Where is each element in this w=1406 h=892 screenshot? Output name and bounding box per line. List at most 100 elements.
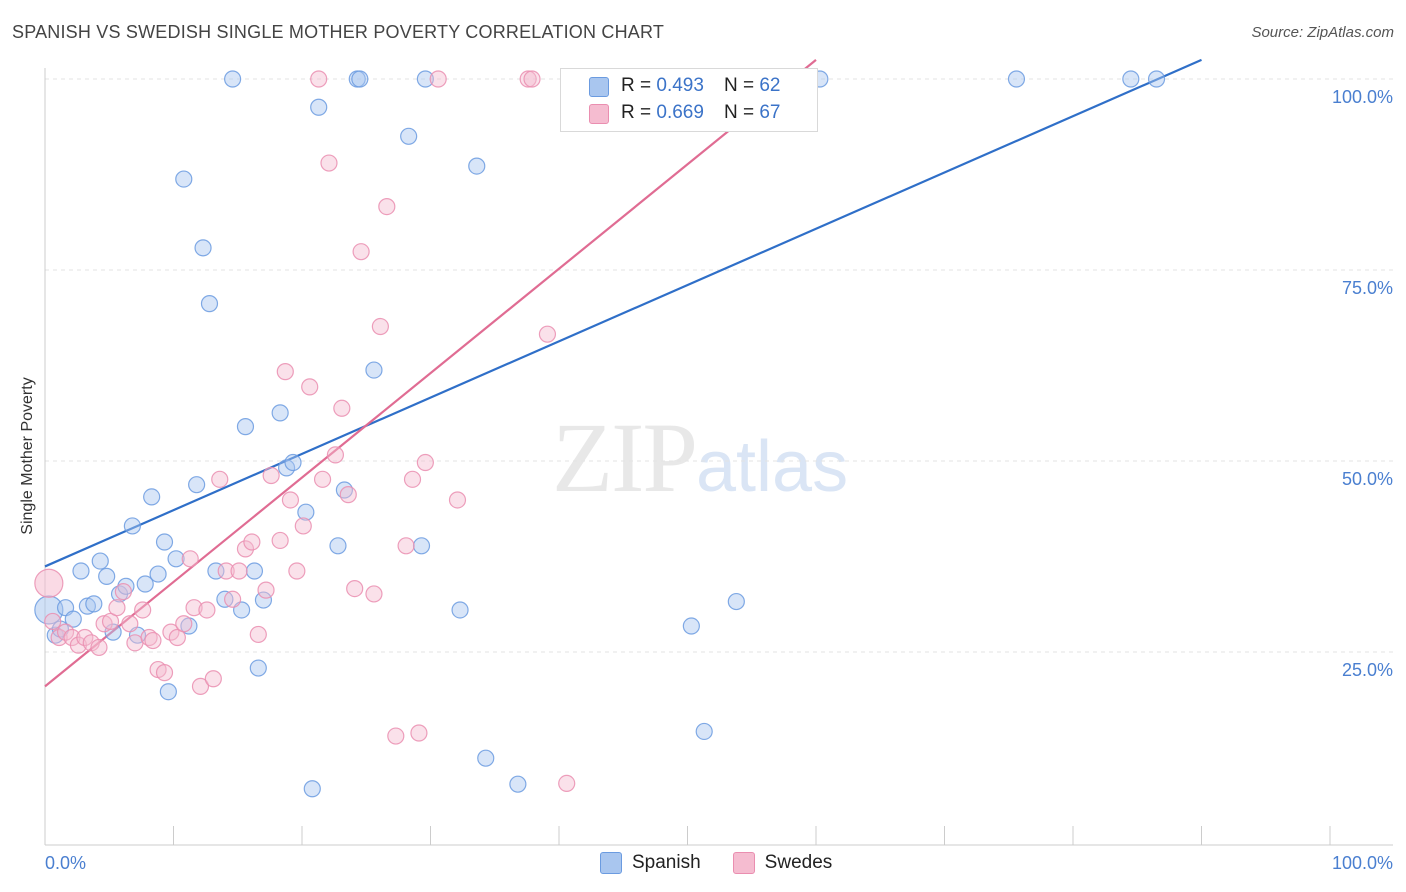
spanish-point (682, 617, 700, 635)
spanish-point (254, 591, 273, 609)
swedes-legend-label: Swedes (764, 852, 833, 873)
spanish-point (477, 749, 495, 767)
swedes-point (271, 531, 289, 550)
swedes-point (397, 537, 415, 555)
spanish-point (695, 722, 713, 741)
swedes-point (168, 628, 186, 647)
swedes-point (185, 599, 203, 617)
axes (44, 68, 1393, 846)
swedes-point (249, 625, 267, 644)
trend-lines (44, 58, 1202, 688)
swedes-point (403, 470, 422, 488)
spanish-point (400, 127, 418, 145)
y-tick-label: 100.0% (1332, 87, 1393, 107)
spanish-point (159, 683, 177, 701)
swedes-point (448, 491, 467, 509)
x-tick-label: 100.0% (1332, 853, 1393, 873)
swedes-r-value: 0.669 (656, 102, 704, 123)
spanish-point (297, 503, 315, 521)
spanish-point (98, 567, 116, 585)
watermark: ZIPatlas (552, 400, 848, 515)
spanish-point (303, 780, 321, 798)
swedes-point (538, 325, 557, 343)
swedes-point (230, 562, 248, 580)
swedes-point (262, 466, 280, 485)
swedes-point (371, 317, 389, 336)
swedes-point (101, 612, 120, 631)
legend-row-spanish: R = 0.493 N = 62 (621, 73, 780, 99)
spanish-point (149, 565, 167, 583)
spanish-point (1007, 70, 1026, 88)
watermark-atlas: atlas (696, 427, 849, 507)
spanish-point (85, 595, 103, 613)
spanish-point (1147, 70, 1166, 88)
swedes-point (352, 243, 370, 261)
swedes-point (339, 486, 357, 504)
spanish-point (451, 601, 469, 619)
spanish-point (194, 239, 212, 257)
spanish-point (123, 517, 141, 535)
swedes-point (301, 378, 319, 396)
swedes-point (313, 470, 332, 488)
spanish-point (188, 476, 206, 494)
spanish-point (155, 533, 174, 551)
watermark-zip: ZIP (552, 402, 698, 513)
swedes-point (326, 446, 345, 464)
n-label: N = (723, 75, 755, 96)
swedes-point (294, 517, 312, 535)
spanish-point (249, 659, 267, 677)
correlation-legend: R = 0.493 N = 62 R = 0.669 N = 67 (560, 68, 818, 132)
swedes-point (310, 70, 328, 88)
y-tick-label: 25.0% (1342, 660, 1393, 680)
spanish-point (224, 70, 242, 88)
swedes-point (217, 562, 235, 580)
swedes-point (288, 562, 306, 580)
tick-labels: 25.0% 50.0% 75.0% 100.0% 0.0% 100.0% (45, 87, 1393, 873)
spanish-point (412, 537, 431, 555)
spanish-point (271, 404, 289, 422)
spanish-point (468, 157, 486, 175)
swedes-point (181, 550, 199, 568)
spanish-point (136, 575, 154, 593)
swedes-point (320, 154, 338, 172)
swedes-legend-swatch (732, 852, 755, 874)
swedes-point (257, 581, 275, 599)
swedes-point (134, 601, 152, 619)
spanish-legend-swatch (600, 852, 622, 874)
legend-row-swedes: R = 0.669 N = 67 (621, 100, 780, 126)
swedes-point (175, 615, 193, 633)
spanish-point (175, 170, 193, 188)
swedes-point (90, 638, 108, 657)
spanish-point (200, 295, 219, 313)
data-points (34, 70, 1166, 798)
spanish-point (329, 537, 347, 555)
swedes-point (114, 583, 132, 601)
swedes-point (378, 197, 396, 216)
swedes-trend-line (44, 59, 817, 688)
swedes-point (333, 399, 351, 417)
swedes-point (211, 470, 229, 488)
y-tick-label: 75.0% (1342, 278, 1393, 298)
source-label: Source: ZipAtlas.com (1251, 24, 1394, 41)
spanish-point (509, 775, 527, 793)
swedes-point (243, 533, 261, 551)
swedes-point (276, 363, 294, 381)
n-label: N = (723, 102, 755, 123)
swedes-point (121, 615, 139, 633)
spanish-point (416, 70, 434, 88)
swedes-point (191, 677, 210, 695)
swedes-point (365, 585, 383, 603)
swedes-point (558, 774, 576, 793)
spanish-point (351, 70, 369, 88)
swedes-swatch (589, 104, 609, 124)
swedes-point (198, 601, 216, 619)
spanish-point (284, 453, 302, 472)
spanish-n-value: 62 (759, 75, 781, 96)
r-label: R = (621, 75, 652, 96)
swedes-point (416, 453, 434, 472)
swedes-point (224, 590, 242, 608)
y-tick-label: 50.0% (1342, 469, 1393, 489)
spanish-point (167, 550, 185, 568)
swedes-point (410, 724, 428, 742)
swedes-n-value: 67 (759, 102, 781, 123)
